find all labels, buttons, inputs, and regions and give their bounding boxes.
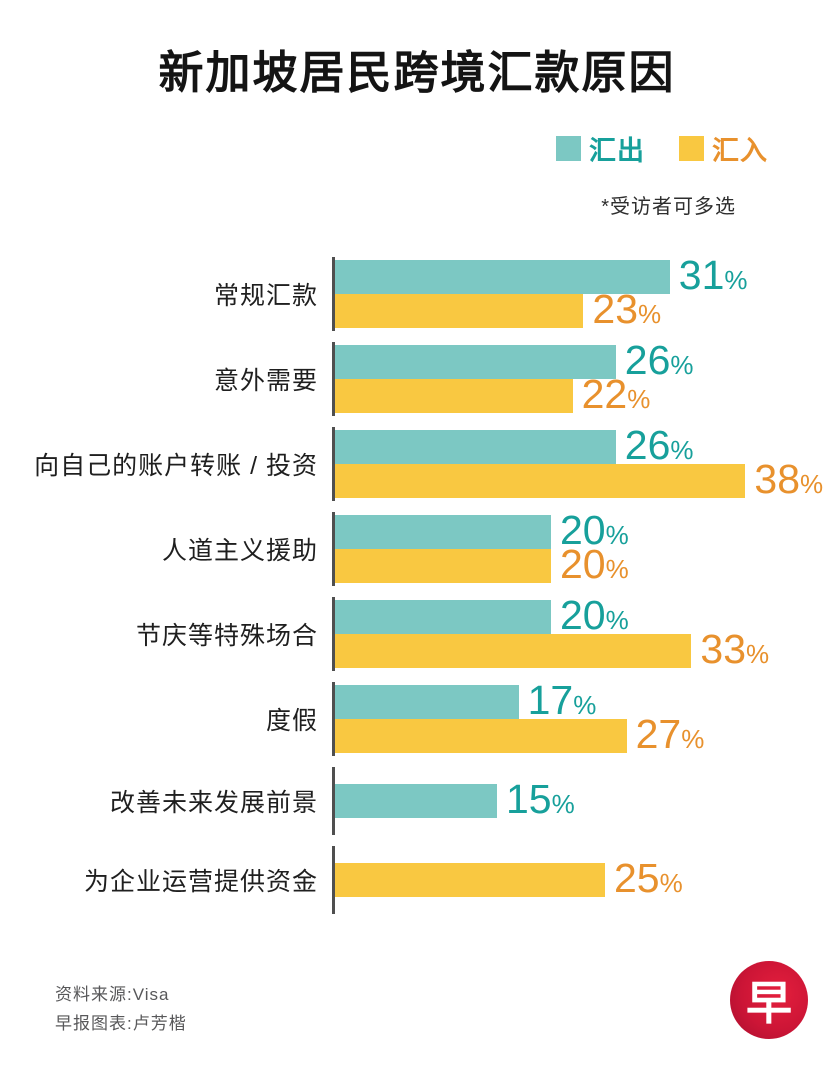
bar-track: 17% 27% xyxy=(332,676,834,757)
source-line: 资料来源:Visa xyxy=(55,985,170,1005)
bar-line: 31% xyxy=(335,251,834,298)
bar-line: 15% xyxy=(335,775,834,822)
bar-line: 20% xyxy=(335,506,834,553)
category-label: 常规汇款 xyxy=(213,282,318,310)
category-label: 为企业运营提供资金 xyxy=(83,868,318,896)
bar-汇出 xyxy=(335,345,616,379)
value-label: 20% xyxy=(560,540,629,587)
bar-track: 20% 33% xyxy=(332,591,834,672)
percent-sign: % xyxy=(724,264,748,295)
category-label: 节庆等特殊场合 xyxy=(135,622,318,650)
bar-line: 17% xyxy=(335,676,834,723)
bar-group: 度假 17% 27% xyxy=(0,676,834,757)
category-label: 改善未来发展前景 xyxy=(109,789,318,817)
bar-track: 26% 22% xyxy=(332,336,834,417)
percent-sign: % xyxy=(605,604,629,635)
bar-汇出 xyxy=(335,600,551,634)
percent-sign: % xyxy=(573,689,597,720)
bar-汇出 xyxy=(335,515,551,549)
value-label: 22% xyxy=(581,370,651,417)
value-label: 20% xyxy=(560,591,629,638)
percent-sign: % xyxy=(659,867,683,898)
percent-sign: % xyxy=(638,298,662,329)
value-label: 20% xyxy=(560,506,629,553)
outbound-swatch-icon xyxy=(556,136,581,161)
bar-line: 20% xyxy=(335,591,834,638)
value-label: 26% xyxy=(624,336,694,383)
credit-line: 早报图表:卢芳楷 xyxy=(55,1014,187,1034)
bar-汇入 xyxy=(335,634,692,668)
bar-汇出 xyxy=(335,685,519,719)
bar-line: 33% xyxy=(335,625,834,672)
value-label: 23% xyxy=(592,285,662,332)
bar-汇入 xyxy=(335,464,746,498)
legend-item-inbound: 汇入 xyxy=(679,129,768,168)
value-label: 26% xyxy=(624,421,694,468)
infographic-page: 新加坡居民跨境汇款原因 汇出 汇入 *受访者可多选 常规汇款 31% 23% 意外需要… xyxy=(0,36,834,1067)
bar-line: 26% xyxy=(335,421,834,468)
legend: 汇出 汇入 xyxy=(0,129,768,168)
percent-sign: % xyxy=(627,383,651,414)
bar-group: 常规汇款 31% 23% xyxy=(0,251,834,332)
legend-outbound-label: 汇出 xyxy=(589,136,645,166)
bar-line: 38% xyxy=(335,455,834,502)
bar-group: 改善未来发展前景 15% xyxy=(0,767,834,835)
bar-track: 20% 20% xyxy=(332,506,834,587)
bar-track: 31% 23% xyxy=(332,251,834,332)
bar-group: 意外需要 26% 22% xyxy=(0,336,834,417)
bar-line: 26% xyxy=(335,336,834,383)
source-credits: 资料来源:Visa 早报图表:卢芳楷 xyxy=(55,981,187,1039)
percent-sign: % xyxy=(551,788,575,819)
percent-sign: % xyxy=(746,638,770,669)
category-label: 向自己的账户转账 / 投资 xyxy=(34,452,318,480)
bar-line: 20% xyxy=(335,540,834,587)
value-label: 25% xyxy=(614,854,683,901)
value-label: 31% xyxy=(678,251,748,298)
category-label: 度假 xyxy=(265,707,318,735)
bar-line: 27% xyxy=(335,710,834,757)
category-label: 人道主义援助 xyxy=(161,537,318,565)
bar-group: 为企业运营提供资金 25% xyxy=(0,846,834,914)
bar-track: 25% xyxy=(332,846,834,914)
percent-sign: % xyxy=(605,553,629,584)
bar-汇出 xyxy=(335,260,670,294)
bar-汇入 xyxy=(335,549,551,583)
bar-汇出 xyxy=(335,430,616,464)
survey-note: *受访者可多选 xyxy=(601,196,736,218)
bar-chart: 常规汇款 31% 23% 意外需要 26% 22% 向自己的账户转账 / 投资 26% 38% 人… xyxy=(0,251,834,914)
legend-inbound-label: 汇入 xyxy=(712,136,768,166)
bar-track: 26% 38% xyxy=(332,421,834,502)
bar-汇入 xyxy=(335,863,605,897)
value-label: 17% xyxy=(527,676,597,723)
zaobao-logo: 早 xyxy=(730,961,808,1039)
value-label: 38% xyxy=(754,455,824,502)
bar-group: 节庆等特殊场合 20% 33% xyxy=(0,591,834,672)
bar-group: 向自己的账户转账 / 投资 26% 38% xyxy=(0,421,834,502)
bar-汇入 xyxy=(335,719,627,753)
percent-sign: % xyxy=(681,723,705,754)
bar-line: 25% xyxy=(335,854,834,901)
bar-汇出 xyxy=(335,784,497,818)
percent-sign: % xyxy=(670,349,694,380)
value-label: 15% xyxy=(506,775,575,822)
footer: 资料来源:Visa 早报图表:卢芳楷 早 xyxy=(0,961,834,1039)
bar-track: 15% xyxy=(332,767,834,835)
inbound-swatch-icon xyxy=(679,136,704,161)
page-title: 新加坡居民跨境汇款原因 xyxy=(158,47,676,98)
logo-character: 早 xyxy=(746,976,792,1030)
percent-sign: % xyxy=(670,434,694,465)
legend-item-outbound: 汇出 xyxy=(556,129,645,168)
bar-line: 23% xyxy=(335,285,834,332)
bar-line: 22% xyxy=(335,370,834,417)
value-label: 33% xyxy=(700,625,770,672)
percent-sign: % xyxy=(800,468,824,499)
value-label: 27% xyxy=(635,710,705,757)
percent-sign: % xyxy=(605,519,629,550)
bar-汇入 xyxy=(335,294,584,328)
bar-汇入 xyxy=(335,379,573,413)
bar-group: 人道主义援助 20% 20% xyxy=(0,506,834,587)
category-label: 意外需要 xyxy=(213,367,318,395)
